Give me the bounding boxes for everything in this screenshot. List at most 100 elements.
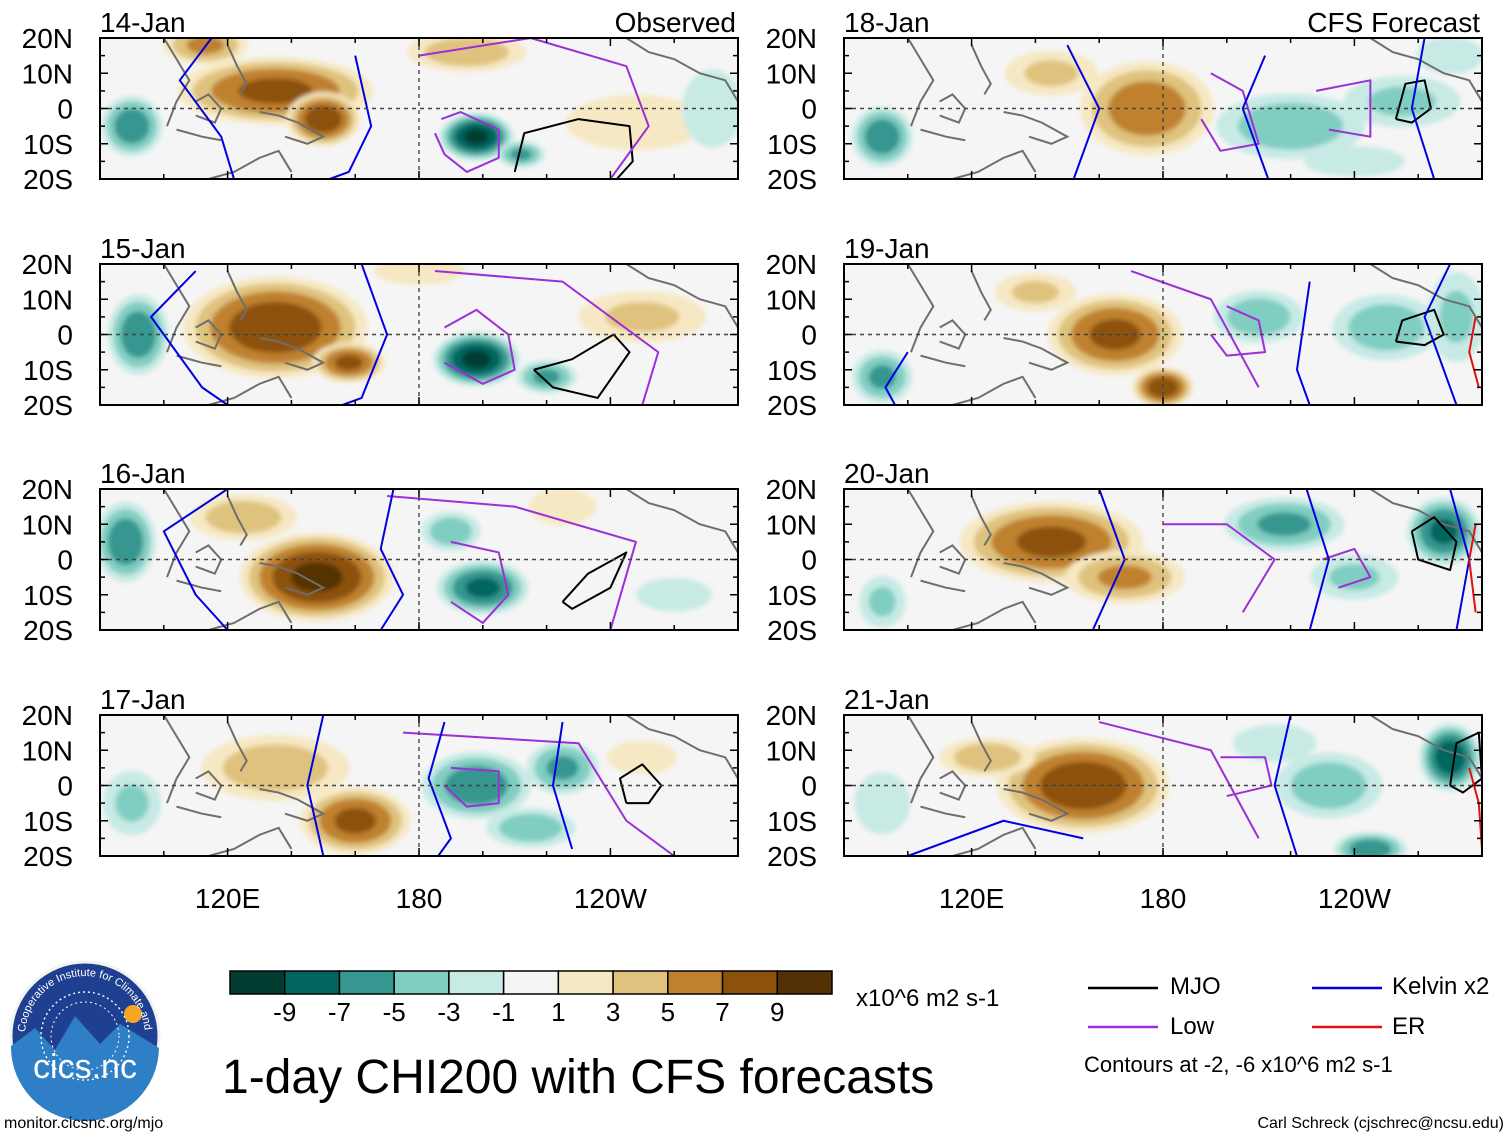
y-tick-label: 10N (22, 735, 73, 766)
anomaly-blob-5-level--1 (1304, 145, 1405, 177)
y-tick-label: 20N (766, 474, 817, 505)
ticks (99, 714, 739, 857)
coastline-2 (226, 495, 248, 546)
anomaly-blob-4-level--3 (499, 813, 563, 842)
colorbar-swatch-3 (393, 970, 450, 995)
low-contour-0 (443, 766, 500, 808)
ticks (99, 488, 739, 631)
chi200-field (844, 264, 1482, 405)
kelvin-contour-0 (907, 819, 1084, 856)
y-tick-label: 10S (23, 129, 73, 160)
x-tick-label: 120W (574, 883, 648, 914)
colorbar-swatch-4 (448, 970, 505, 995)
y-tick-label: 20N (22, 474, 73, 505)
panel-21-Jan: 20N 10N 0 10S 20S 21-Jan 120E 180 120W (766, 684, 1483, 914)
coastline-3 (259, 788, 326, 822)
colorbar-label: 7 (715, 997, 729, 1027)
anomaly-blob-0-level-7 (1089, 319, 1141, 350)
anomaly-blob-3-level--3 (429, 517, 472, 546)
anomaly-blob-6-level--1 (854, 772, 911, 835)
kelvin-contour-0 (884, 351, 909, 405)
y-tick-label: 0 (57, 320, 73, 351)
chi200-field (844, 489, 1482, 630)
coastline-4 (208, 149, 293, 179)
coastline-6 (1369, 489, 1482, 553)
ticks (99, 263, 739, 406)
kelvin-contour-0 (342, 264, 389, 405)
y-tick-label: 20S (23, 615, 73, 646)
anomaly-blob-2-level-3 (1011, 281, 1059, 304)
coastline-6 (625, 264, 738, 328)
y-tick-label: 20N (22, 700, 73, 731)
mjo-contour-0 (561, 551, 628, 610)
chi200-field (100, 715, 738, 856)
panel-date-label: 15-Jan (100, 233, 186, 264)
panel-date-label: 16-Jan (100, 458, 186, 489)
anomaly-blob-0-level-7 (1040, 761, 1127, 810)
y-tick-label: 20S (23, 164, 73, 195)
coastline-3 (1003, 111, 1070, 145)
x-tick-label: 120E (939, 883, 1004, 914)
anomaly-blob-0-level-9 (291, 562, 343, 592)
x-tick-label: 180 (1140, 883, 1187, 914)
anomaly-blob-0-level-7 (229, 301, 322, 353)
y-tick-label: 10S (23, 355, 73, 386)
chi200-field (100, 38, 738, 179)
ticks (843, 714, 1483, 857)
kelvin-contour-2 (1423, 264, 1458, 405)
kelvin-contour-1 (162, 489, 229, 630)
low-contour-0 (1210, 305, 1267, 357)
er-contour-0 (1468, 316, 1480, 388)
coastline-6 (625, 38, 738, 102)
colorbar-swatch-10 (776, 970, 833, 995)
y-tick-label: 10S (767, 355, 817, 386)
anomaly-blob-2-level--9 (462, 350, 491, 369)
y-tick-label: 20N (766, 23, 817, 54)
low-contour-1 (1322, 547, 1372, 589)
coastline-4 (952, 375, 1037, 405)
column-title: Observed (615, 7, 736, 38)
colorbar-label: 9 (770, 997, 784, 1027)
panel-16-Jan: 20N 10N 0 10S 20S 16-Jan (22, 458, 739, 646)
coastline-2 (970, 721, 992, 772)
kelvin-contour-0 (427, 721, 452, 856)
low-contour-1 (434, 270, 660, 405)
coastline-0 (906, 715, 935, 804)
anomaly-blob-4-level--5 (107, 518, 144, 566)
anomaly-blob-6-level--3 (1439, 290, 1474, 343)
y-tick-label: 20S (23, 841, 73, 872)
coastline-3 (259, 111, 326, 145)
anomaly-blob-3-level--3 (1238, 102, 1344, 150)
y-tick-label: 0 (801, 771, 817, 802)
legend-kelvin-label: Kelvin x2 (1392, 973, 1490, 1000)
coastlines (906, 38, 1482, 179)
colorbar: -9 -7 -5 -3 -1 1 3 5 7 9 (229, 970, 833, 1027)
panels-layer: 20N 10N 0 10S 20S 14-Jan Observed 20N 10N 0 10S 20S… (22, 7, 1483, 914)
low-contour-0 (1163, 523, 1276, 613)
coastline-3 (259, 337, 326, 371)
coastline-5 (920, 128, 966, 142)
colorbar-swatch-2 (338, 970, 395, 995)
legend-contour-note: Contours at -2, -6 x10^6 m2 s-1 (1084, 1052, 1393, 1077)
y-tick-label: 10N (22, 58, 73, 89)
coastline-6 (1369, 38, 1482, 102)
anomaly-blob-3-level--5 (546, 755, 579, 780)
logo-text: cics.nc (33, 1048, 137, 1086)
panel-date-label: 18-Jan (844, 7, 930, 38)
coastline-6 (625, 715, 738, 779)
low-contour-0 (1220, 756, 1273, 798)
low-contour-0 (450, 540, 510, 624)
y-tick-label: 0 (801, 94, 817, 125)
anomaly-blob-5-level--1 (636, 578, 713, 612)
kelvin-contour-0 (1066, 44, 1101, 179)
kelvin-contour-0 (379, 489, 405, 630)
coastline-3 (1003, 337, 1070, 371)
coastline-3 (1003, 788, 1070, 822)
y-tick-label: 10N (22, 284, 73, 315)
anomaly-blob-0-level-7 (334, 807, 377, 834)
ticks (843, 263, 1483, 406)
y-tick-label: 20N (766, 249, 817, 280)
legend-er-label: ER (1392, 1013, 1426, 1040)
x-tick-label: 120W (1318, 883, 1392, 914)
anomaly-blob-1-level-3 (205, 500, 282, 534)
